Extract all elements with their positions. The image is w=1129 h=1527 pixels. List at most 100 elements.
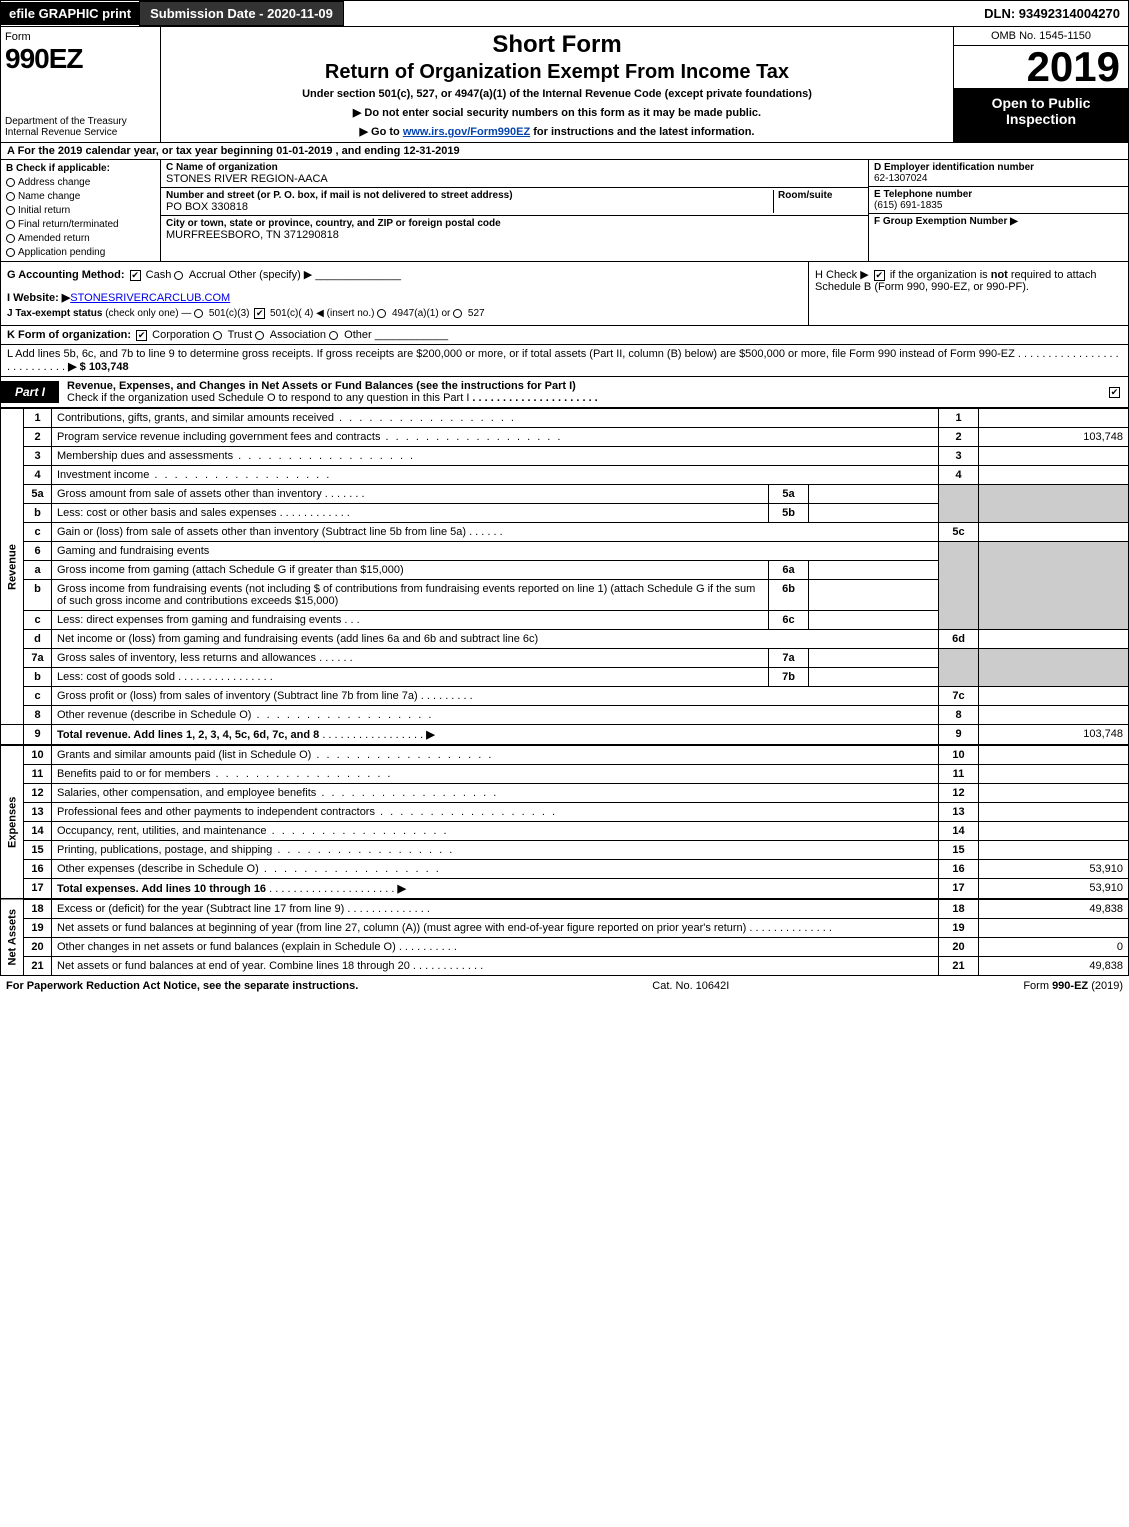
- b-opt-pending[interactable]: Application pending: [6, 247, 155, 258]
- col-c: C Name of organization STONES RIVER REGI…: [161, 160, 868, 261]
- ln21-box: 21: [939, 957, 979, 976]
- ln7c-num: c: [24, 687, 52, 706]
- ln5b-num: b: [24, 504, 52, 523]
- ln4-val: [979, 466, 1129, 485]
- ln12-box: 12: [939, 784, 979, 803]
- part1-tab: Part I: [1, 381, 59, 403]
- k-corp-check[interactable]: [136, 330, 147, 341]
- b-opt-name[interactable]: Name change: [6, 191, 155, 202]
- dept-text: Department of the Treasury: [5, 116, 127, 127]
- f-label: F Group Exemption Number ▶: [874, 216, 1018, 227]
- row-k: K Form of organization: Corporation Trus…: [0, 326, 1129, 345]
- ln2-num: 2: [24, 428, 52, 447]
- part1-title: Revenue, Expenses, and Changes in Net As…: [59, 377, 1101, 407]
- i-val[interactable]: STONESRIVERCARCLUB.COM: [70, 292, 230, 304]
- e-phone: E Telephone number (615) 691-1835: [869, 187, 1128, 214]
- ln7c-desc: Gross profit or (loss) from sales of inv…: [52, 687, 939, 706]
- ln6c-num: c: [24, 611, 52, 630]
- c-addr: Number and street (or P. O. box, if mail…: [161, 188, 868, 216]
- c-city-val: MURFREESBORO, TN 371290818: [166, 229, 339, 241]
- form-word: Form: [5, 31, 156, 43]
- c-name-val: STONES RIVER REGION-AACA: [166, 173, 328, 185]
- ln20-num: 20: [24, 938, 52, 957]
- department: Department of the Treasury Internal Reve…: [5, 116, 156, 138]
- ln14-val: [979, 822, 1129, 841]
- ln7b-desc: Less: cost of goods sold . . . . . . . .…: [52, 668, 769, 687]
- k-assoc-check[interactable]: [255, 331, 264, 340]
- k-trust-check[interactable]: [213, 331, 222, 340]
- ln11-box: 11: [939, 765, 979, 784]
- revenue-side: Revenue: [1, 409, 24, 725]
- h-check[interactable]: [874, 270, 885, 281]
- c-city: City or town, state or province, country…: [161, 216, 868, 243]
- b-opt-final[interactable]: Final return/terminated: [6, 219, 155, 230]
- ln5c-desc: Gain or (loss) from sale of assets other…: [52, 523, 939, 542]
- ln6c-sub: 6c: [769, 611, 809, 630]
- ln11-val: [979, 765, 1129, 784]
- part1-checkbox[interactable]: [1109, 387, 1120, 398]
- footer-right: Form 990-EZ (2019): [1023, 980, 1123, 992]
- b-header: B Check if applicable:: [6, 163, 155, 174]
- f-group: F Group Exemption Number ▶: [869, 214, 1128, 229]
- l-text: L Add lines 5b, 6c, and 7b to line 9 to …: [7, 348, 1015, 360]
- part1-header: Part I Revenue, Expenses, and Changes in…: [0, 377, 1129, 408]
- ln15-desc: Printing, publications, postage, and shi…: [52, 841, 939, 860]
- header-left: Form 990EZ Department of the Treasury In…: [1, 27, 161, 142]
- ln7a-sub: 7a: [769, 649, 809, 668]
- j-o2-check[interactable]: [254, 308, 265, 319]
- k-other-check[interactable]: [329, 331, 338, 340]
- g-cash-check[interactable]: [130, 270, 141, 281]
- ln17-desc: Total expenses. Add lines 10 through 16 …: [52, 879, 939, 900]
- j-status: J Tax-exempt status (check only one) — 5…: [7, 308, 802, 319]
- tax-year: 2019: [954, 46, 1128, 89]
- ln10-desc: Grants and similar amounts paid (list in…: [52, 745, 939, 765]
- ln16-box: 16: [939, 860, 979, 879]
- ln7c-val: [979, 687, 1129, 706]
- ln1-desc: Contributions, gifts, grants, and simila…: [52, 409, 939, 428]
- goto-link[interactable]: www.irs.gov/Form990EZ: [403, 126, 530, 138]
- dln: DLN: 93492314004270: [976, 2, 1128, 25]
- ln1-box: 1: [939, 409, 979, 428]
- j-o3-check[interactable]: [377, 309, 386, 318]
- ln8-val: [979, 706, 1129, 725]
- ln6-greybox: [939, 542, 979, 630]
- ln15-val: [979, 841, 1129, 860]
- ln6d-val: [979, 630, 1129, 649]
- g-accrual-check[interactable]: [174, 271, 183, 280]
- ln11-desc: Benefits paid to or for members: [52, 765, 939, 784]
- g-accounting: G Accounting Method: Cash Accrual Other …: [7, 268, 802, 281]
- d-ein: D Employer identification number 62-1307…: [869, 160, 1128, 187]
- ln5b-subval: [809, 504, 939, 523]
- footer-mid: Cat. No. 10642I: [652, 980, 729, 992]
- ln7b-subval: [809, 668, 939, 687]
- ln21-desc: Net assets or fund balances at end of ye…: [52, 957, 939, 976]
- ln6a-desc: Gross income from gaming (attach Schedul…: [52, 561, 769, 580]
- b-opt-amended[interactable]: Amended return: [6, 233, 155, 244]
- b-opt-address[interactable]: Address change: [6, 177, 155, 188]
- j-o1-check[interactable]: [194, 309, 203, 318]
- g-label: G Accounting Method:: [7, 269, 125, 281]
- header-right: OMB No. 1545-1150 2019 Open to Public In…: [953, 27, 1128, 142]
- ln7ab-greybox: [939, 649, 979, 687]
- ln15-num: 15: [24, 841, 52, 860]
- ln6b-desc: Gross income from fundraising events (no…: [52, 580, 769, 611]
- ln19-desc: Net assets or fund balances at beginning…: [52, 919, 939, 938]
- g-accrual: Accrual: [189, 269, 226, 281]
- ln3-desc: Membership dues and assessments: [52, 447, 939, 466]
- l-arrow: ▶ $ 103,748: [68, 361, 128, 373]
- g-cash: Cash: [146, 269, 172, 281]
- row-a: A For the 2019 calendar year, or tax yea…: [0, 143, 1129, 160]
- header: Form 990EZ Department of the Treasury In…: [0, 27, 1129, 143]
- ln10-val: [979, 745, 1129, 765]
- ln9-num: 9: [24, 725, 52, 746]
- c-room-label: Room/suite: [778, 190, 832, 201]
- ln7c-box: 7c: [939, 687, 979, 706]
- c-addr-label: Number and street (or P. O. box, if mail…: [166, 190, 513, 201]
- ln5ab-greyval: [979, 485, 1129, 523]
- ln18-box: 18: [939, 899, 979, 919]
- ln20-val: 0: [979, 938, 1129, 957]
- ln5a-num: 5a: [24, 485, 52, 504]
- j-o4-check[interactable]: [453, 309, 462, 318]
- b-opt-initial[interactable]: Initial return: [6, 205, 155, 216]
- col-h: H Check ▶ if the organization is not req…: [808, 262, 1128, 325]
